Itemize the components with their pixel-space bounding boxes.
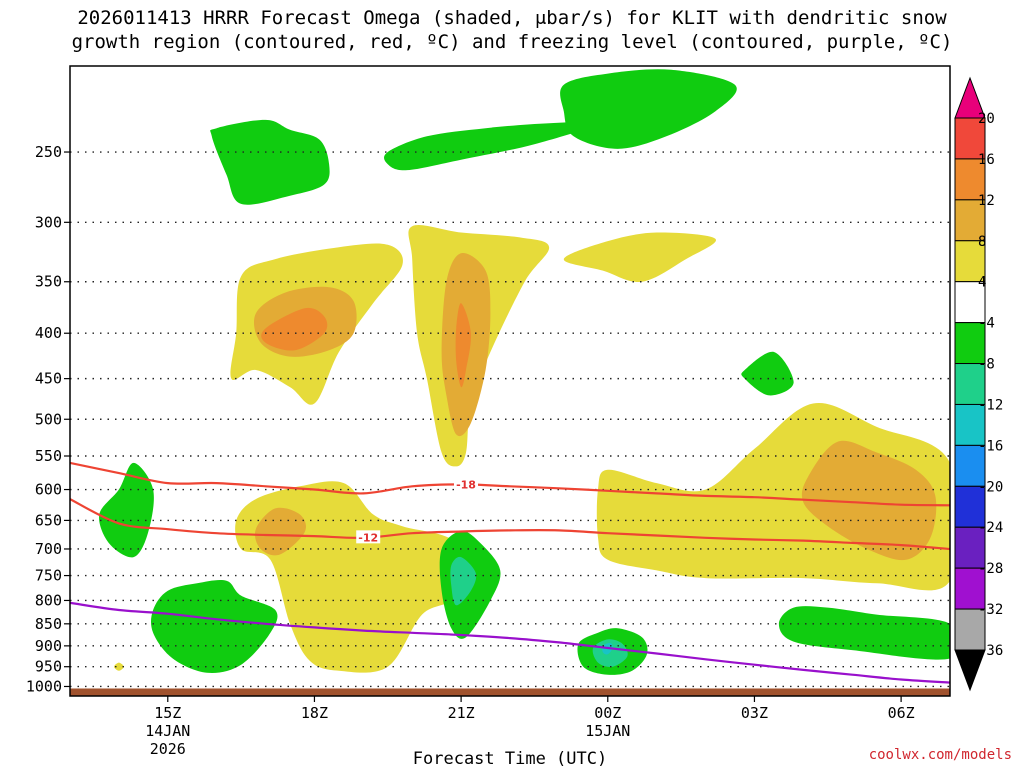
y-tick-label-450: 450 (35, 370, 62, 388)
ground-strip (70, 688, 950, 696)
y-tick-label-300: 300 (35, 213, 62, 231)
colorbar-segment-9 (954, 485, 986, 528)
colorbar-label-16: 16 (978, 152, 995, 168)
colorbar-label--12: -12 (978, 397, 1003, 413)
colorbar-label--24: -24 (978, 520, 1003, 536)
colorbar-label--8: -8 (978, 357, 995, 373)
contour-label-bg--18 (454, 477, 478, 491)
plot-border (69, 65, 951, 697)
omega-region-green-right-lower (778, 606, 950, 660)
chart-title: 2026011413 HRRR Forecast Omega (shaded, … (0, 6, 1024, 54)
contour-label-bg--12 (356, 530, 381, 544)
x-tick-label-03Z: 03Z (741, 704, 768, 722)
contour-freezing (70, 601, 950, 684)
y-tick-label-350: 350 (35, 273, 62, 291)
colorbar-segment-12 (954, 608, 986, 651)
colorbar-segment-3 (954, 240, 986, 283)
colorbar-label--20: -20 (978, 479, 1003, 495)
y-tick-label-700: 700 (35, 540, 62, 558)
title-line-2: growth region (contoured, red, ºC) and f… (71, 31, 953, 53)
y-tick-label-650: 650 (35, 511, 62, 529)
colorbar-label--16: -16 (978, 438, 1003, 454)
y-tick-label-850: 850 (35, 615, 62, 633)
x-tick-date-00Z: 15JAN (585, 722, 630, 740)
y-tick-label-400: 400 (35, 324, 62, 342)
omega-region-orange-center (455, 303, 472, 388)
y-tick-label-550: 550 (35, 447, 62, 465)
contour-label--12: -12 (358, 531, 378, 544)
x-tick-label-21Z: 21Z (448, 704, 475, 722)
omega-region-green-left-lower (150, 579, 278, 673)
y-tick-label-600: 600 (35, 481, 62, 499)
x-tick-year-15Z: 2026 (150, 740, 186, 758)
colorbar-label--4: -4 (978, 316, 995, 332)
contour-label--18: -18 (456, 479, 476, 492)
y-tick-label-750: 750 (35, 567, 62, 585)
y-tick-label-900: 900 (35, 637, 62, 655)
colorbar-label-4: 4 (978, 275, 986, 291)
colorbar-label--28: -28 (978, 561, 1003, 577)
colorbar-bottom-arrow (954, 649, 986, 692)
x-tick-label-18Z: 18Z (301, 704, 328, 722)
y-tick-label-250: 250 (35, 143, 62, 161)
x-tick-label-00Z: 00Z (594, 704, 621, 722)
omega-region-yellow-dot (114, 662, 124, 671)
omega-region-green-top-mid (384, 121, 599, 171)
omega-region-yellow-small (563, 232, 717, 282)
credit-text: coolwx.com/models (869, 747, 1012, 763)
omega-region-orange-light-right (801, 440, 937, 561)
contour--18 (70, 461, 950, 507)
colorbar-label-12: 12 (978, 193, 995, 209)
omega-region-orange-left (261, 307, 328, 351)
colorbar-segment-4 (954, 281, 986, 324)
y-tick-label-800: 800 (35, 591, 62, 609)
y-tick-label-500: 500 (35, 410, 62, 428)
x-tick-date-15Z: 14JAN (145, 722, 190, 740)
omega-region-green-top-left (210, 119, 330, 205)
y-tick-label-1000: 1000 (26, 677, 62, 695)
omega-region-green-small-left (99, 462, 154, 558)
title-line-1: 2026011413 HRRR Forecast Omega (shaded, … (77, 7, 947, 29)
colorbar-segment-5 (954, 322, 986, 365)
x-tick-label-15Z: 15Z (154, 704, 181, 722)
colorbar-segment-11 (954, 567, 986, 610)
omega-region-orange-light-left-lower (254, 507, 306, 556)
x-axis-title: Forecast Time (UTC) (413, 749, 607, 768)
omega-region-cyan-center-lower (450, 556, 477, 606)
x-tick-label-06Z: 06Z (888, 704, 915, 722)
colorbar-label-8: 8 (978, 234, 986, 250)
colorbar-label--32: -32 (978, 602, 1003, 618)
omega-region-green-top-right (560, 69, 737, 149)
omega-region-green-small-mid (741, 351, 794, 396)
contour--12 (70, 498, 950, 551)
colorbar-label--36: -36 (978, 643, 1003, 659)
y-tick-label-950: 950 (35, 658, 62, 676)
contour-lines: -18 -12 (70, 461, 950, 684)
colorbar-label-20: 20 (978, 111, 995, 127)
colorbar-segment-0 (954, 117, 986, 160)
